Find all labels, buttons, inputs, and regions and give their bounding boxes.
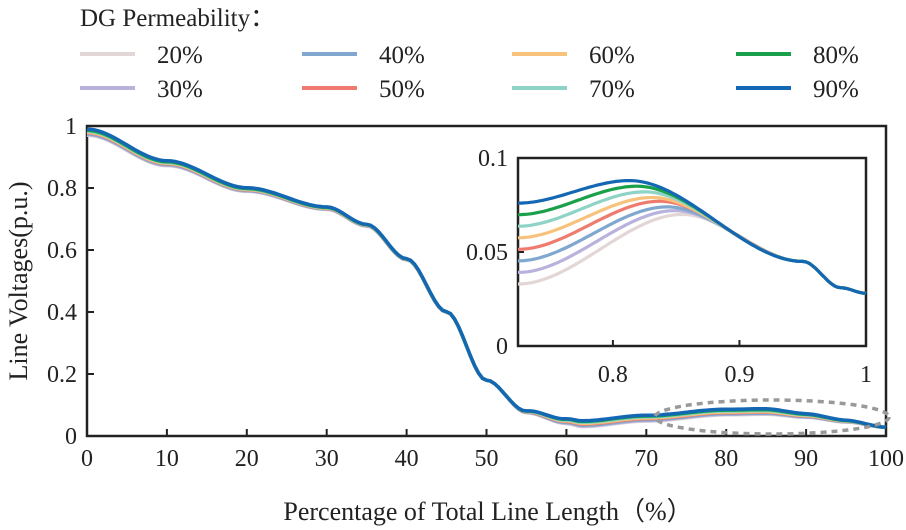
inset-y-tick-label: 0 — [496, 334, 508, 360]
legend-item-60: 60% — [512, 42, 635, 69]
y-tick-label: 0.6 — [47, 238, 77, 264]
legend-label: 50% — [379, 76, 425, 103]
x-axis-title: Percentage of Total Line Length（%） — [283, 497, 692, 526]
inset-y-tick-label: 0.05 — [466, 240, 508, 266]
x-tick-label: 90 — [794, 446, 818, 472]
legend-label: 80% — [813, 42, 859, 69]
legend-label: 70% — [589, 76, 635, 103]
inset-x-tick-label: 0.8 — [598, 362, 628, 388]
x-tick-label: 20 — [235, 446, 259, 472]
legend-label: 40% — [379, 42, 425, 69]
inset-series-line-90 — [518, 179, 867, 295]
legend-label: 30% — [157, 76, 203, 103]
inset-y-axis-ticks: 0 0.05 0.1 — [466, 146, 524, 360]
y-axis-ticks: 0 0.2 0.4 0.6 0.8 1 — [47, 114, 94, 450]
inset-frame — [516, 156, 868, 348]
inset-x-tick-label: 0.9 — [724, 362, 754, 388]
x-tick-label: 80 — [714, 446, 738, 472]
x-tick-label: 10 — [155, 446, 179, 472]
inset-y-tick-label: 0.1 — [478, 146, 508, 172]
legend-item-20: 20% — [80, 42, 203, 69]
legend-item-80: 80% — [736, 42, 859, 69]
x-tick-label: 70 — [634, 446, 658, 472]
x-tick-label: 100 — [868, 446, 904, 472]
legend-item-30: 30% — [80, 76, 203, 103]
zoom-region-ellipse — [653, 398, 891, 436]
x-tick-label: 50 — [475, 446, 499, 472]
x-tick-label: 40 — [395, 446, 419, 472]
legend-item-50: 50% — [302, 76, 425, 103]
x-tick-label: 0 — [81, 446, 93, 472]
inset-x-axis-ticks: 0.8 0.9 1 — [598, 340, 872, 388]
legend-label: 60% — [589, 42, 635, 69]
series-line-90 — [86, 127, 887, 430]
x-tick-label: 60 — [554, 446, 578, 472]
inset-plot: 0.8 0.9 1 0 0.05 0.1 — [466, 146, 872, 388]
legend-item-90: 90% — [736, 76, 859, 103]
legend-label: 20% — [157, 42, 203, 69]
y-axis-title: Line Voltages(p.u.) — [4, 181, 33, 380]
y-tick-label: 0.8 — [47, 176, 77, 202]
x-tick-label: 30 — [315, 446, 339, 472]
x-axis-ticks: 0 10 20 30 40 50 60 70 80 90 100 — [81, 429, 904, 472]
legend-label: 90% — [813, 76, 859, 103]
y-tick-label: 1 — [65, 114, 77, 140]
legend-item-70: 70% — [512, 76, 635, 103]
main-series-group — [86, 127, 887, 430]
legend: DG Permeability： 20% 30% 40% 50% 60% 70% 80% 90… — [80, 5, 859, 103]
legend-title: DG Permeability： — [80, 5, 275, 32]
inset-x-tick-label: 1 — [860, 362, 872, 388]
y-tick-label: 0.4 — [47, 300, 77, 326]
y-tick-label: 0.2 — [47, 362, 77, 388]
inset-series-group — [517, 179, 867, 295]
y-tick-label: 0 — [65, 424, 77, 450]
legend-item-40: 40% — [302, 42, 425, 69]
